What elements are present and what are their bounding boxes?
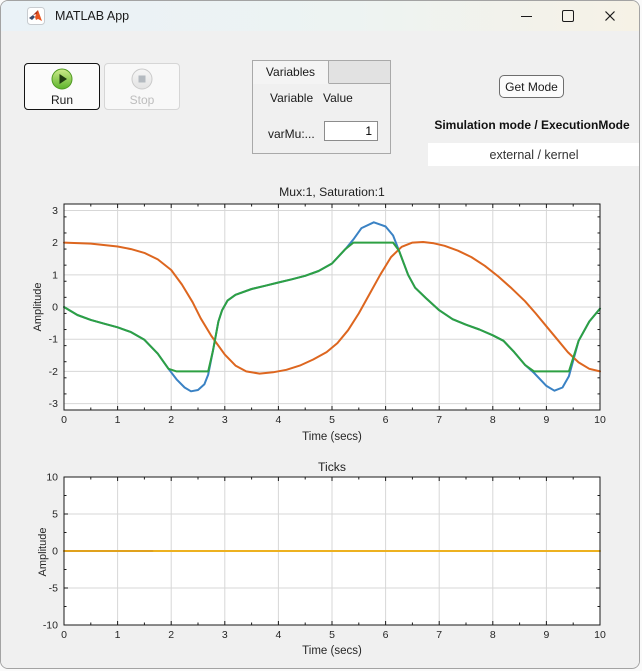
minimize-icon	[520, 15, 532, 17]
window-controls	[505, 1, 631, 31]
y-tick-label: -1	[49, 334, 58, 346]
x-tick-label: 10	[594, 629, 606, 641]
x-tick-label: 9	[543, 629, 549, 641]
run-icon	[51, 68, 73, 89]
chart1-plot-area: 0 1 2 3 4 5 6 7 8 9 10 -3 -2 -1 0 1 2 3	[49, 203, 606, 426]
x-tick-label: 1	[115, 414, 121, 426]
matlab-app-icon	[27, 7, 45, 25]
x-tick-label: 3	[222, 414, 228, 426]
y-tick-label: -3	[49, 398, 58, 410]
y-tick-label: 0	[52, 302, 58, 314]
y-tick-label: -2	[49, 366, 58, 378]
close-icon	[605, 11, 615, 21]
x-tick-label: 6	[383, 414, 389, 426]
variables-panel: Variables Variable Value varMu:...	[252, 60, 391, 154]
get-mode-button[interactable]: Get Mode	[499, 75, 564, 98]
variables-tabbar: Variables	[253, 61, 390, 84]
app-content: Run Stop Variables	[1, 31, 639, 668]
simulation-mode-label: Simulation mode / ExecutionMode	[434, 118, 630, 132]
x-tick-label: 3	[222, 629, 228, 641]
series-line-x1	[63, 241, 601, 375]
x-tick-label: 8	[490, 629, 496, 641]
run-button-label: Run	[50, 92, 73, 107]
y-tick-label: 2	[52, 237, 58, 249]
stop-icon	[131, 68, 153, 89]
variable-name-cell[interactable]: varMu:...	[268, 127, 315, 141]
get-mode-button-label: Get Mode	[505, 79, 558, 94]
variable-value-input[interactable]	[324, 121, 378, 141]
x-tick-label: 0	[61, 629, 67, 641]
maximize-button[interactable]	[547, 2, 589, 30]
x-tick-label: 5	[329, 414, 335, 426]
chart1-ylabel: Amplitude	[32, 282, 44, 332]
chart2-title: Ticks	[318, 460, 346, 474]
y-tick-label: 0	[52, 546, 58, 558]
x-tick-label: 8	[490, 414, 496, 426]
x-tick-label: 2	[168, 629, 174, 641]
column-variable: Variable	[270, 91, 314, 105]
chart1-xlabel: Time (secs)	[302, 431, 362, 443]
x-tick-label: 10	[594, 414, 606, 426]
maximize-icon	[562, 10, 574, 22]
y-tick-label: -5	[49, 583, 58, 595]
minimize-button[interactable]	[505, 2, 547, 30]
axes-box	[63, 476, 601, 626]
y-tick-label: -10	[43, 620, 58, 632]
x-tick-label: 1	[115, 629, 121, 641]
x-tick-label: 6	[383, 629, 389, 641]
x-tick-label: 2	[168, 414, 174, 426]
x-tick-label: 4	[275, 629, 281, 641]
y-tick-label: 5	[52, 509, 58, 521]
x-tick-label: 7	[436, 629, 442, 641]
y-tick-label: 10	[46, 472, 58, 484]
simulation-mode-value: external / kernel	[428, 143, 639, 166]
x-tick-label: 0	[61, 414, 67, 426]
window-title: MATLAB App	[55, 9, 130, 23]
chart2-plot-area: 0 1 2 3 4 5 6 7 8 9 10 -10 -5 0 5 10	[43, 472, 606, 642]
y-tick-label: 3	[52, 205, 58, 217]
chart1-title: Mux:1, Saturation:1	[279, 185, 385, 199]
chart2-xlabel: Time (secs)	[302, 645, 362, 657]
stop-button[interactable]: Stop	[104, 63, 180, 110]
tab-variables-label: Variables	[265, 65, 316, 79]
stop-button-label: Stop	[129, 92, 155, 107]
x-tick-label: 9	[543, 414, 549, 426]
x-tick-label: 7	[436, 414, 442, 426]
x-tick-label: 5	[329, 629, 335, 641]
axes-box	[63, 203, 601, 411]
series-line-saturated	[63, 241, 601, 373]
tab-variables[interactable]: Variables	[253, 61, 329, 84]
close-button[interactable]	[589, 2, 631, 30]
x-tick-label: 4	[275, 414, 281, 426]
chart2-ylabel: Amplitude	[37, 527, 49, 577]
tab-secondary[interactable]	[329, 61, 390, 84]
titlebar: MATLAB App	[1, 1, 639, 31]
y-tick-label: 1	[52, 269, 58, 281]
run-button[interactable]: Run	[24, 63, 100, 110]
column-value: Value	[323, 91, 353, 105]
